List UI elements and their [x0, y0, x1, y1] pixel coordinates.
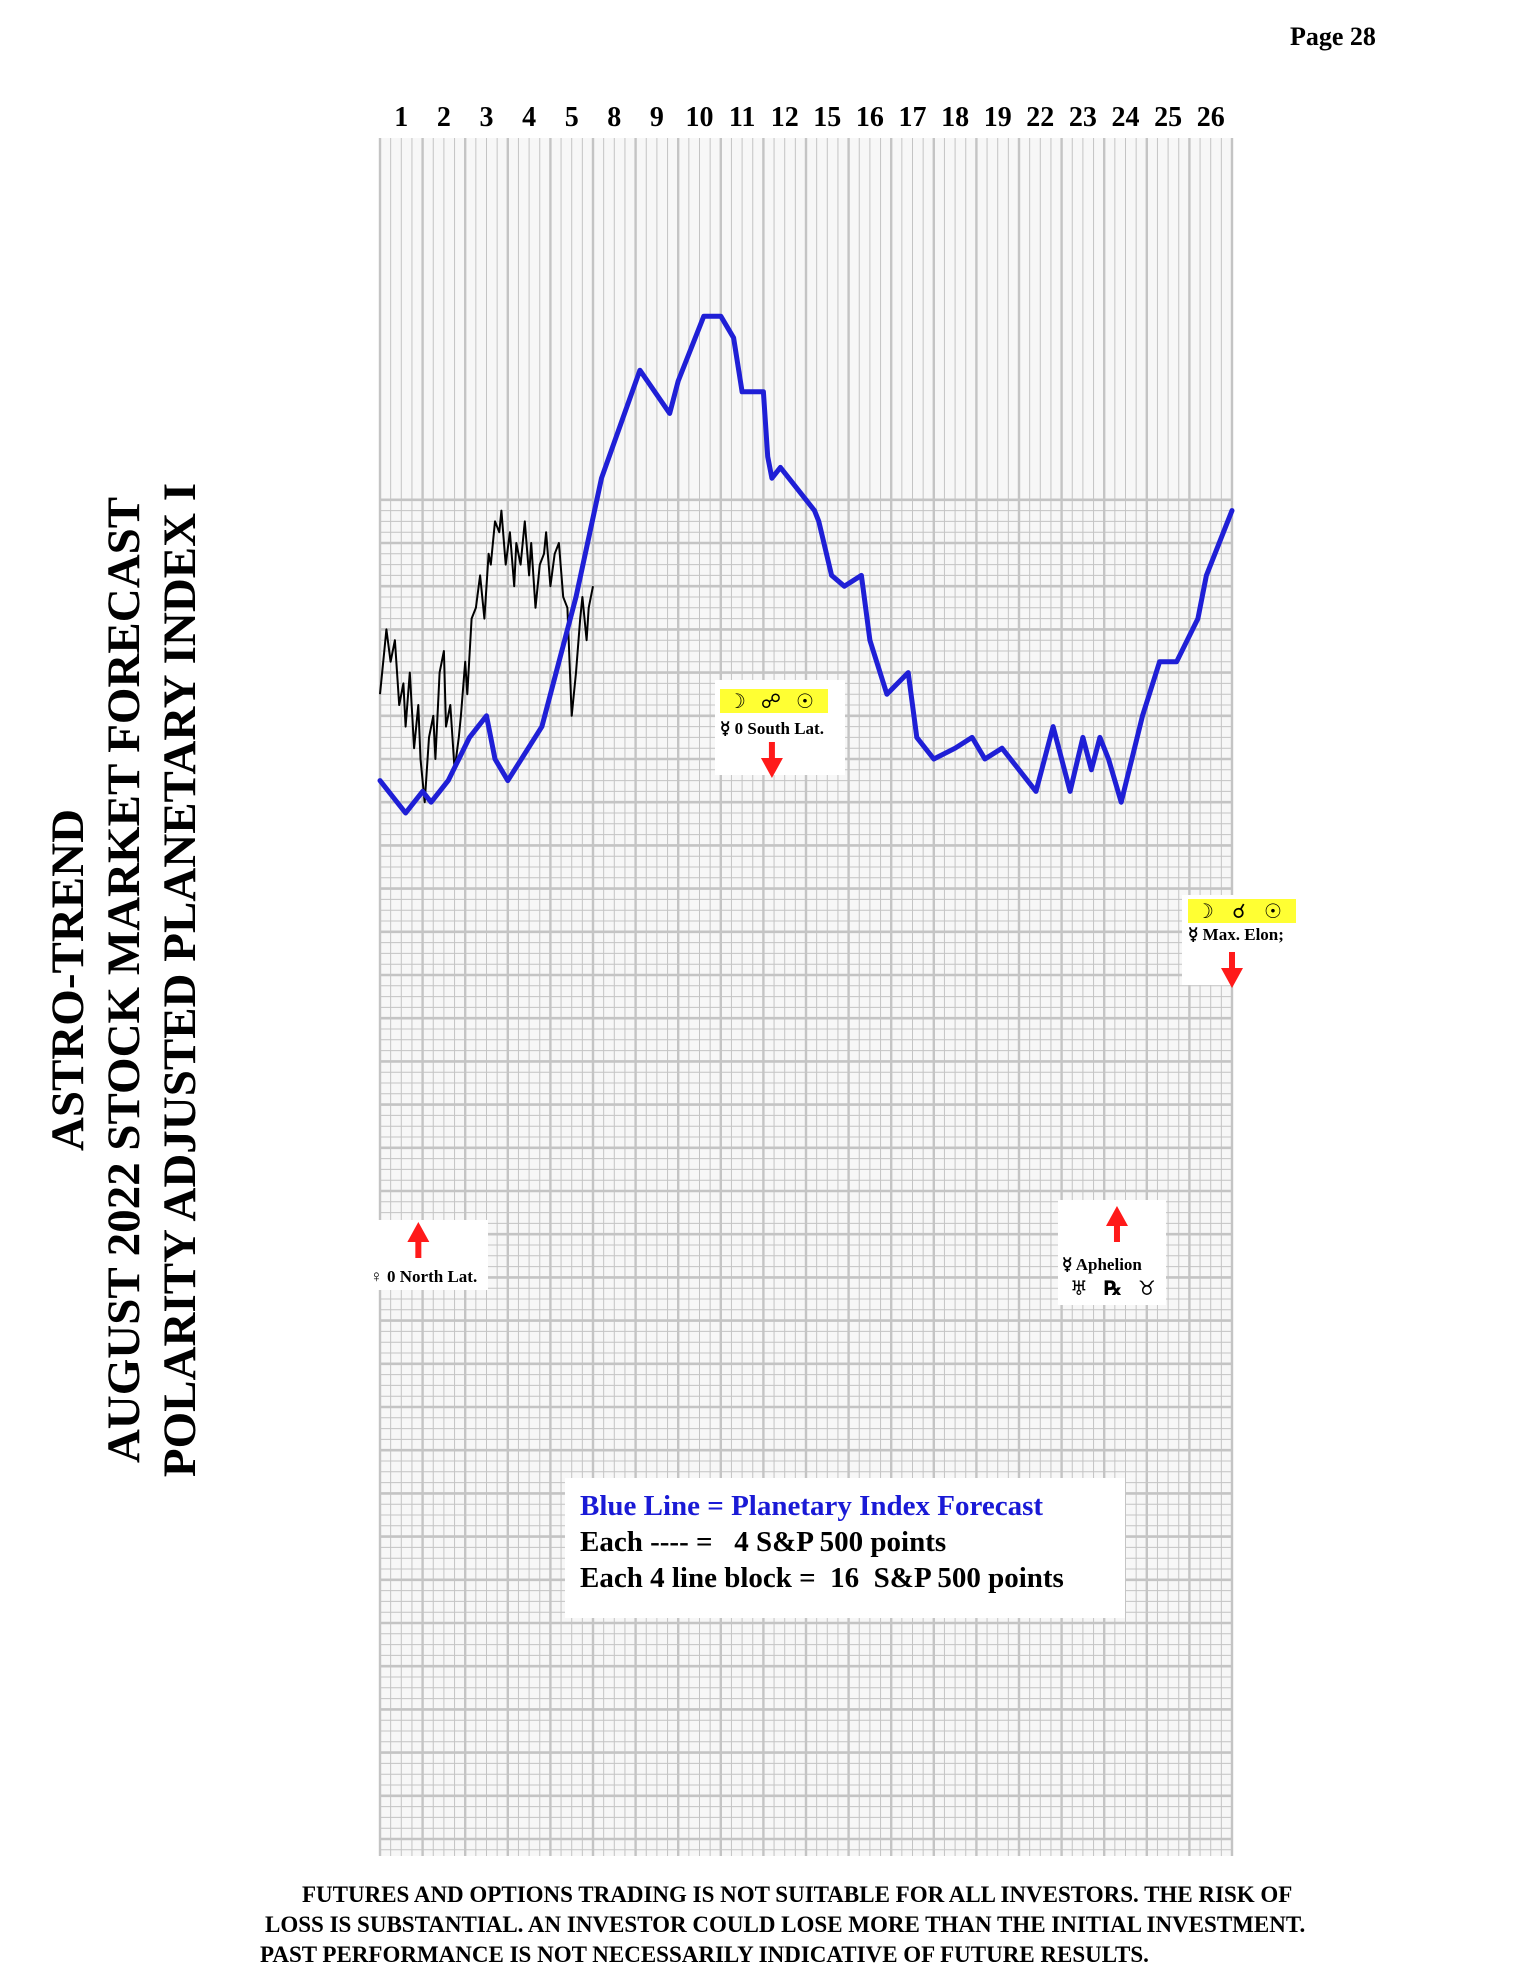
annotation-extra-glyph: ♅ — [1070, 1276, 1088, 1300]
forecast-line — [377, 313, 1235, 816]
disclaimer-line-1: FUTURES AND OPTIONS TRADING IS NOT SUITA… — [302, 1882, 1293, 1907]
x-tick-label: 24 — [1112, 102, 1140, 133]
x-tick-label: 5 — [565, 102, 579, 133]
annotation-label: ☿ Max. Elon; — [1188, 925, 1284, 944]
x-tick-label: 2 — [437, 102, 451, 133]
x-tick-label: 4 — [522, 102, 536, 133]
x-tick-label: 25 — [1154, 102, 1182, 133]
x-tick-label: 1 — [394, 102, 408, 133]
x-axis-labels: 1 2 3 4 5 8 9 10 11 12 15 16 17 18 19 22 23 24 25 26 — [394, 102, 1224, 133]
annotation-aspect-highlight — [1188, 899, 1296, 923]
annotation-aspect-glyph: ☽ — [728, 689, 746, 713]
x-tick-label: 15 — [813, 102, 841, 133]
annotation-aspect-glyph: ☽ — [1196, 899, 1214, 923]
disclaimer: FUTURES AND OPTIONS TRADING IS NOT SUITA… — [240, 1880, 1480, 1970]
x-tick-label: 16 — [856, 102, 884, 133]
x-tick-label: 10 — [686, 102, 714, 133]
legend-line-each-dash: Each ---- = 4 S&P 500 points — [580, 1526, 947, 1558]
annotation-aspect-glyph: ☌ — [1232, 899, 1245, 923]
disclaimer-line-3: PAST PERFORMANCE IS NOT NECESSARILY INDI… — [260, 1942, 1149, 1967]
legend-line-forecast: Blue Line = Planetary Index Forecast — [580, 1490, 1044, 1522]
page-number: Page 28 — [1290, 22, 1376, 51]
annotation-extra-glyph: ♉ — [1138, 1276, 1156, 1300]
x-tick-label: 23 — [1069, 102, 1097, 133]
annotation-arrow — [760, 742, 783, 778]
annotation-label: ☿ 0 South Lat. — [720, 719, 824, 738]
disclaimer-line-2: LOSS IS SUBSTANTIAL. AN INVESTOR COULD L… — [265, 1912, 1306, 1937]
actual-price-line — [379, 509, 594, 804]
annotations: ♀ 0 North Lat. ☽ ☍ ☉ ☿ 0 South Lat. ☿ Aphelio… — [370, 689, 1296, 1300]
annotation-aspect-glyph: ☉ — [796, 689, 814, 713]
x-tick-label: 18 — [941, 102, 969, 133]
x-tick-label: 3 — [480, 102, 494, 133]
x-tick-label: 12 — [771, 102, 799, 133]
x-tick-label: 8 — [607, 102, 621, 133]
annotation-aspect-glyph: ☍ — [761, 689, 781, 713]
annotation-aspect-highlight — [720, 689, 828, 713]
legend-line-each-block: Each 4 line block = 16 S&P 500 points — [580, 1562, 1064, 1594]
x-tick-label: 22 — [1026, 102, 1054, 133]
x-tick-label: 17 — [899, 102, 927, 133]
annotation-extra-glyph: ℞ — [1104, 1276, 1122, 1300]
x-tick-label: 26 — [1197, 102, 1225, 133]
chart-grid — [378, 138, 1234, 1856]
x-tick-label: 9 — [650, 102, 664, 133]
annotation-arrow — [1105, 1206, 1128, 1242]
legend: Blue Line = Planetary Index Forecast Eac… — [565, 1478, 1125, 1618]
annotation-aspect-glyph: ☉ — [1264, 899, 1282, 923]
annotation-arrow — [1221, 952, 1243, 988]
x-tick-label: 11 — [729, 102, 755, 133]
chart-series — [377, 313, 1235, 816]
annotation-arrow — [407, 1222, 430, 1258]
x-tick-label: 19 — [984, 102, 1012, 133]
annotation-label: ☿ Aphelion — [1062, 1255, 1142, 1274]
annotation-label: ♀ 0 North Lat. — [370, 1267, 477, 1286]
